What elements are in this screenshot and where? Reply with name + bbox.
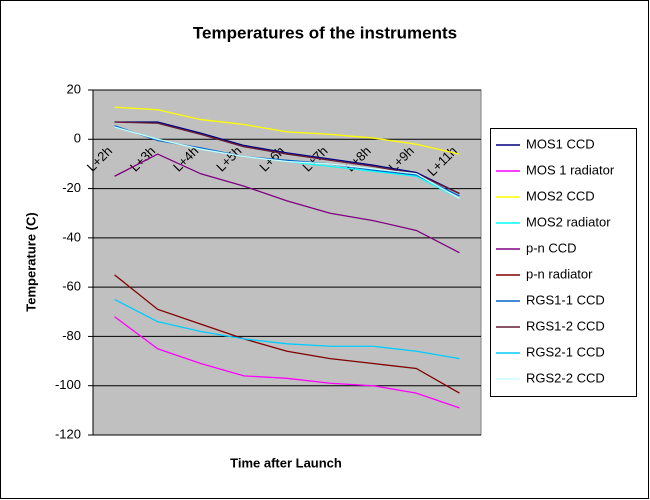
series-line bbox=[114, 106, 460, 155]
legend-label: MOS1 CCD bbox=[526, 136, 595, 151]
y-tick-label: -20 bbox=[62, 180, 81, 195]
series-line bbox=[114, 121, 460, 195]
legend-label: MOS 1 radiator bbox=[526, 162, 615, 177]
series-line bbox=[114, 126, 460, 199]
y-tick-label: -120 bbox=[55, 426, 81, 441]
plot-area bbox=[92, 89, 482, 436]
legend-label: RGS1-1 CCD bbox=[526, 292, 605, 307]
legend-label: MOS2 CCD bbox=[526, 188, 595, 203]
legend-label: p-n CCD bbox=[526, 240, 577, 255]
y-tick-label: -80 bbox=[62, 328, 81, 343]
legend-label: p-n radiator bbox=[526, 266, 593, 281]
y-tick-label: -40 bbox=[62, 229, 81, 244]
legend-label: MOS2 radiator bbox=[526, 214, 611, 229]
y-tick-label: -100 bbox=[55, 377, 81, 392]
series-line bbox=[114, 153, 460, 254]
series-line bbox=[114, 316, 460, 409]
x-axis-title: Time after Launch bbox=[230, 455, 342, 470]
legend-label: RGS2-1 CCD bbox=[526, 344, 605, 359]
y-tick-label: -60 bbox=[62, 279, 81, 294]
y-tick-label: 20 bbox=[67, 81, 81, 96]
series-line bbox=[114, 121, 460, 195]
series-line bbox=[114, 298, 460, 360]
legend-label: RGS1-2 CCD bbox=[526, 318, 605, 333]
y-axis-title: Temperature (C) bbox=[23, 212, 38, 311]
legend-label: RGS2-2 CCD bbox=[526, 370, 605, 385]
series-line bbox=[114, 274, 460, 394]
chart-title: Temperatures of the instruments bbox=[193, 23, 457, 42]
y-tick-label: 0 bbox=[74, 131, 81, 146]
legend-box bbox=[490, 128, 637, 397]
